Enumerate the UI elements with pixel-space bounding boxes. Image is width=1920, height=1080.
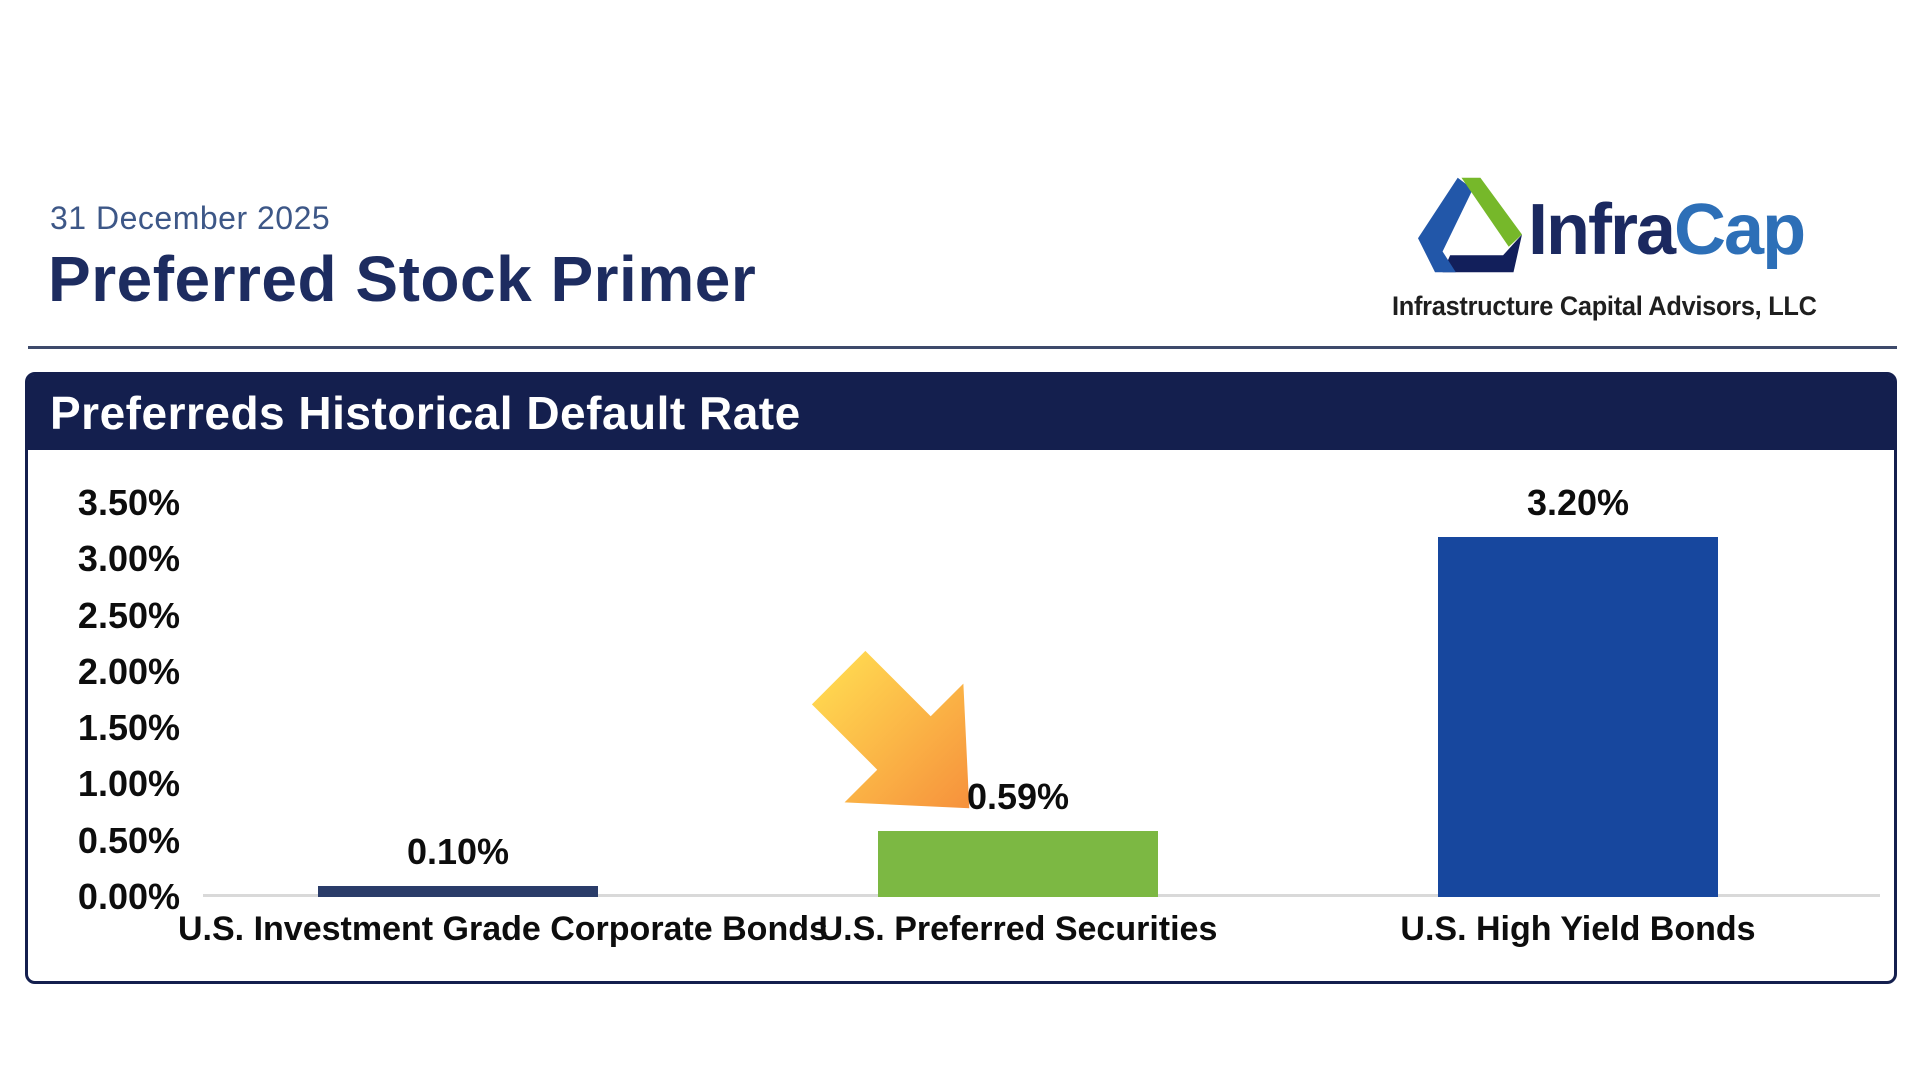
infracap-triangle-logo-icon <box>1418 177 1522 273</box>
plot-area: 3.50% 3.00% 2.50% 2.00% 1.50% 1.00% 0.50% 0.00%… <box>28 450 1894 981</box>
bar <box>878 831 1158 897</box>
brand-name-cap: Cap <box>1674 190 1806 270</box>
y-tick-label: 2.50% <box>77 594 180 636</box>
brand-tagline: Infrastructure Capital Advisors, LLC <box>1392 291 1817 321</box>
brand-name: InfraCap <box>1528 194 1806 266</box>
brand-name-infra: Infra <box>1528 190 1676 270</box>
report-date: 31 December 2025 <box>50 200 331 236</box>
arrow-shape <box>811 650 970 809</box>
bar-value-label: 0.10% <box>406 831 510 872</box>
chart-panel-title: Preferreds Historical Default Rate <box>28 375 1894 450</box>
bar <box>318 886 598 897</box>
bar <box>1438 537 1718 897</box>
y-tick-label: 0.50% <box>77 819 180 861</box>
y-tick-label: 1.50% <box>77 707 180 749</box>
bar-category-label: U.S. Preferred Securities <box>818 910 1218 948</box>
bar-value-label: 3.20% <box>1526 482 1630 523</box>
chart-panel: Preferreds Historical Default Rate 3.50%… <box>25 372 1897 984</box>
y-tick-label: 2.00% <box>77 650 180 692</box>
bar-value-label: 0.59% <box>966 776 1070 817</box>
y-tick-label: 3.00% <box>77 538 180 580</box>
y-tick-label: 0.00% <box>77 876 180 917</box>
y-tick-label: 1.00% <box>77 763 180 805</box>
bar-category-label: U.S. Investment Grade Corporate Bonds <box>178 910 828 948</box>
y-tick-label: 3.50% <box>77 482 180 523</box>
header-divider <box>28 346 1897 349</box>
page-title: Preferred Stock Primer <box>48 243 757 315</box>
bar-category-label: U.S. High Yield Bonds <box>1400 910 1756 948</box>
highlight-arrow <box>796 635 1006 845</box>
